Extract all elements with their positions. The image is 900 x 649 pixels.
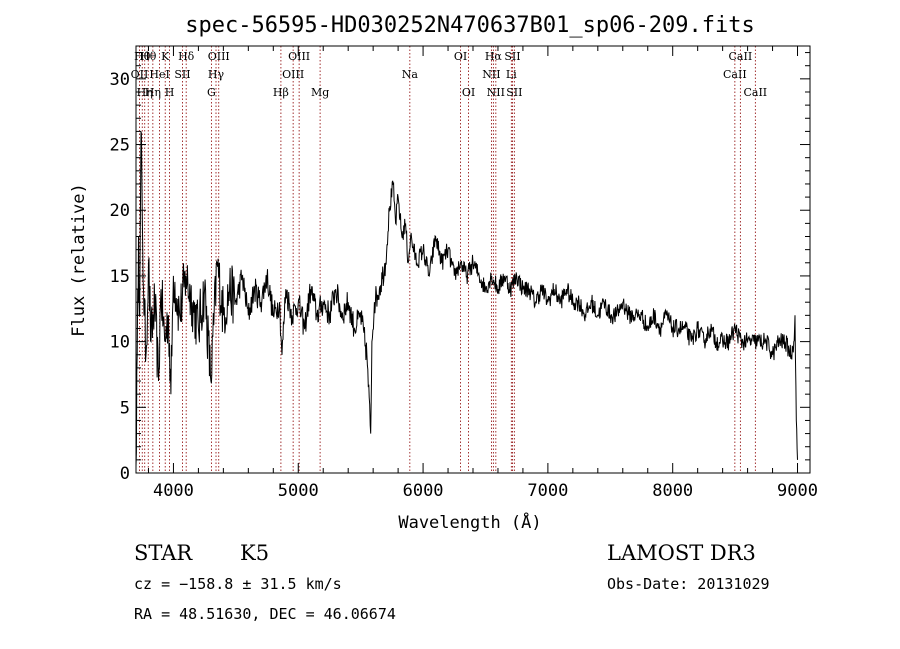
object-subclass: K5: [240, 541, 269, 565]
spectrum-series-line: [135, 131, 798, 467]
y-tick-label: 20: [110, 201, 130, 221]
spectral-line-label: SII: [504, 50, 520, 63]
x-tick-label: 7000: [527, 481, 568, 501]
spectral-line-label: OIII: [282, 68, 304, 81]
spectral-line-label: NII: [482, 68, 500, 81]
y-tick-label: 5: [120, 398, 130, 418]
spectral-line-label: CaII: [723, 68, 747, 81]
x-axis-label: Wavelength (Å): [398, 511, 541, 533]
spectral-line-label: OIII: [288, 50, 310, 63]
spectral-line-label: NII: [487, 86, 505, 99]
coordinates: RA = 48.51630, DEC = 46.06674: [134, 605, 396, 623]
spectral-line-label: SII: [174, 68, 190, 81]
spectral-line-label: CaII: [729, 50, 753, 63]
spectral-line-labels: OII Hθ Hη Hθ Hη HeI K H SII Hδ G Hγ OIII Hβ OIII OIII Mg…: [131, 50, 768, 99]
redshift-velocity: cz = −158.8 ± 31.5 km/s: [134, 575, 342, 593]
spectral-line-label: Hη: [137, 86, 153, 99]
observation-date: Obs-Date: 20131029: [607, 575, 770, 593]
spectral-line-label: OII: [131, 68, 149, 81]
spectral-line-label: Na: [402, 68, 419, 81]
x-tick-label: 4000: [153, 481, 194, 501]
survey-name: LAMOST DR3: [607, 541, 756, 565]
spectral-line-label: Hδ: [178, 50, 195, 63]
y-tick-label: 15: [110, 267, 130, 287]
x-tick-label: 6000: [403, 481, 444, 501]
spectral-line-label: Hη: [145, 86, 161, 99]
spectral-line-label: HeI: [149, 68, 169, 81]
spectral-line-label: CaII: [743, 86, 767, 99]
spectral-line-label: Hα: [485, 50, 503, 63]
y-tick-label: 25: [110, 136, 130, 156]
spectral-line-label: H: [165, 86, 175, 99]
spectral-line-label: OI: [454, 50, 467, 63]
spectral-line-label: Li: [506, 68, 517, 81]
spectral-line-label: SII: [506, 86, 522, 99]
spectral-line-label: OIII: [208, 50, 230, 63]
x-tick-label: 5000: [278, 481, 319, 501]
object-class: STAR: [134, 541, 193, 565]
x-axis-ticks: 4000 5000 6000 7000 8000 9000: [147, 46, 818, 501]
x-tick-label: 8000: [652, 481, 693, 501]
y-tick-label: 30: [110, 70, 130, 90]
spectral-line-label: Hθ: [134, 50, 151, 63]
spectral-line-markers: [139, 46, 756, 473]
spectral-line-label: G: [207, 86, 216, 99]
spectral-line-label: K: [161, 50, 170, 63]
x-tick-label: 9000: [777, 481, 818, 501]
spectral-line-label: OI: [462, 86, 475, 99]
spectral-line-label: Hγ: [208, 68, 225, 81]
y-axis-ticks: 0 5 10 15 20 25 30: [110, 52, 810, 484]
spectral-line-label: Hθ: [140, 50, 157, 63]
y-tick-label: 10: [110, 333, 130, 353]
y-tick-label: 0: [120, 464, 130, 484]
spectral-line-label: Hβ: [273, 86, 289, 99]
chart-title: spec-56595-HD030252N470637B01_sp06-209.f…: [185, 13, 755, 38]
spectral-line-label: Mg: [311, 86, 329, 99]
y-axis-label: Flux (relative): [69, 183, 89, 337]
